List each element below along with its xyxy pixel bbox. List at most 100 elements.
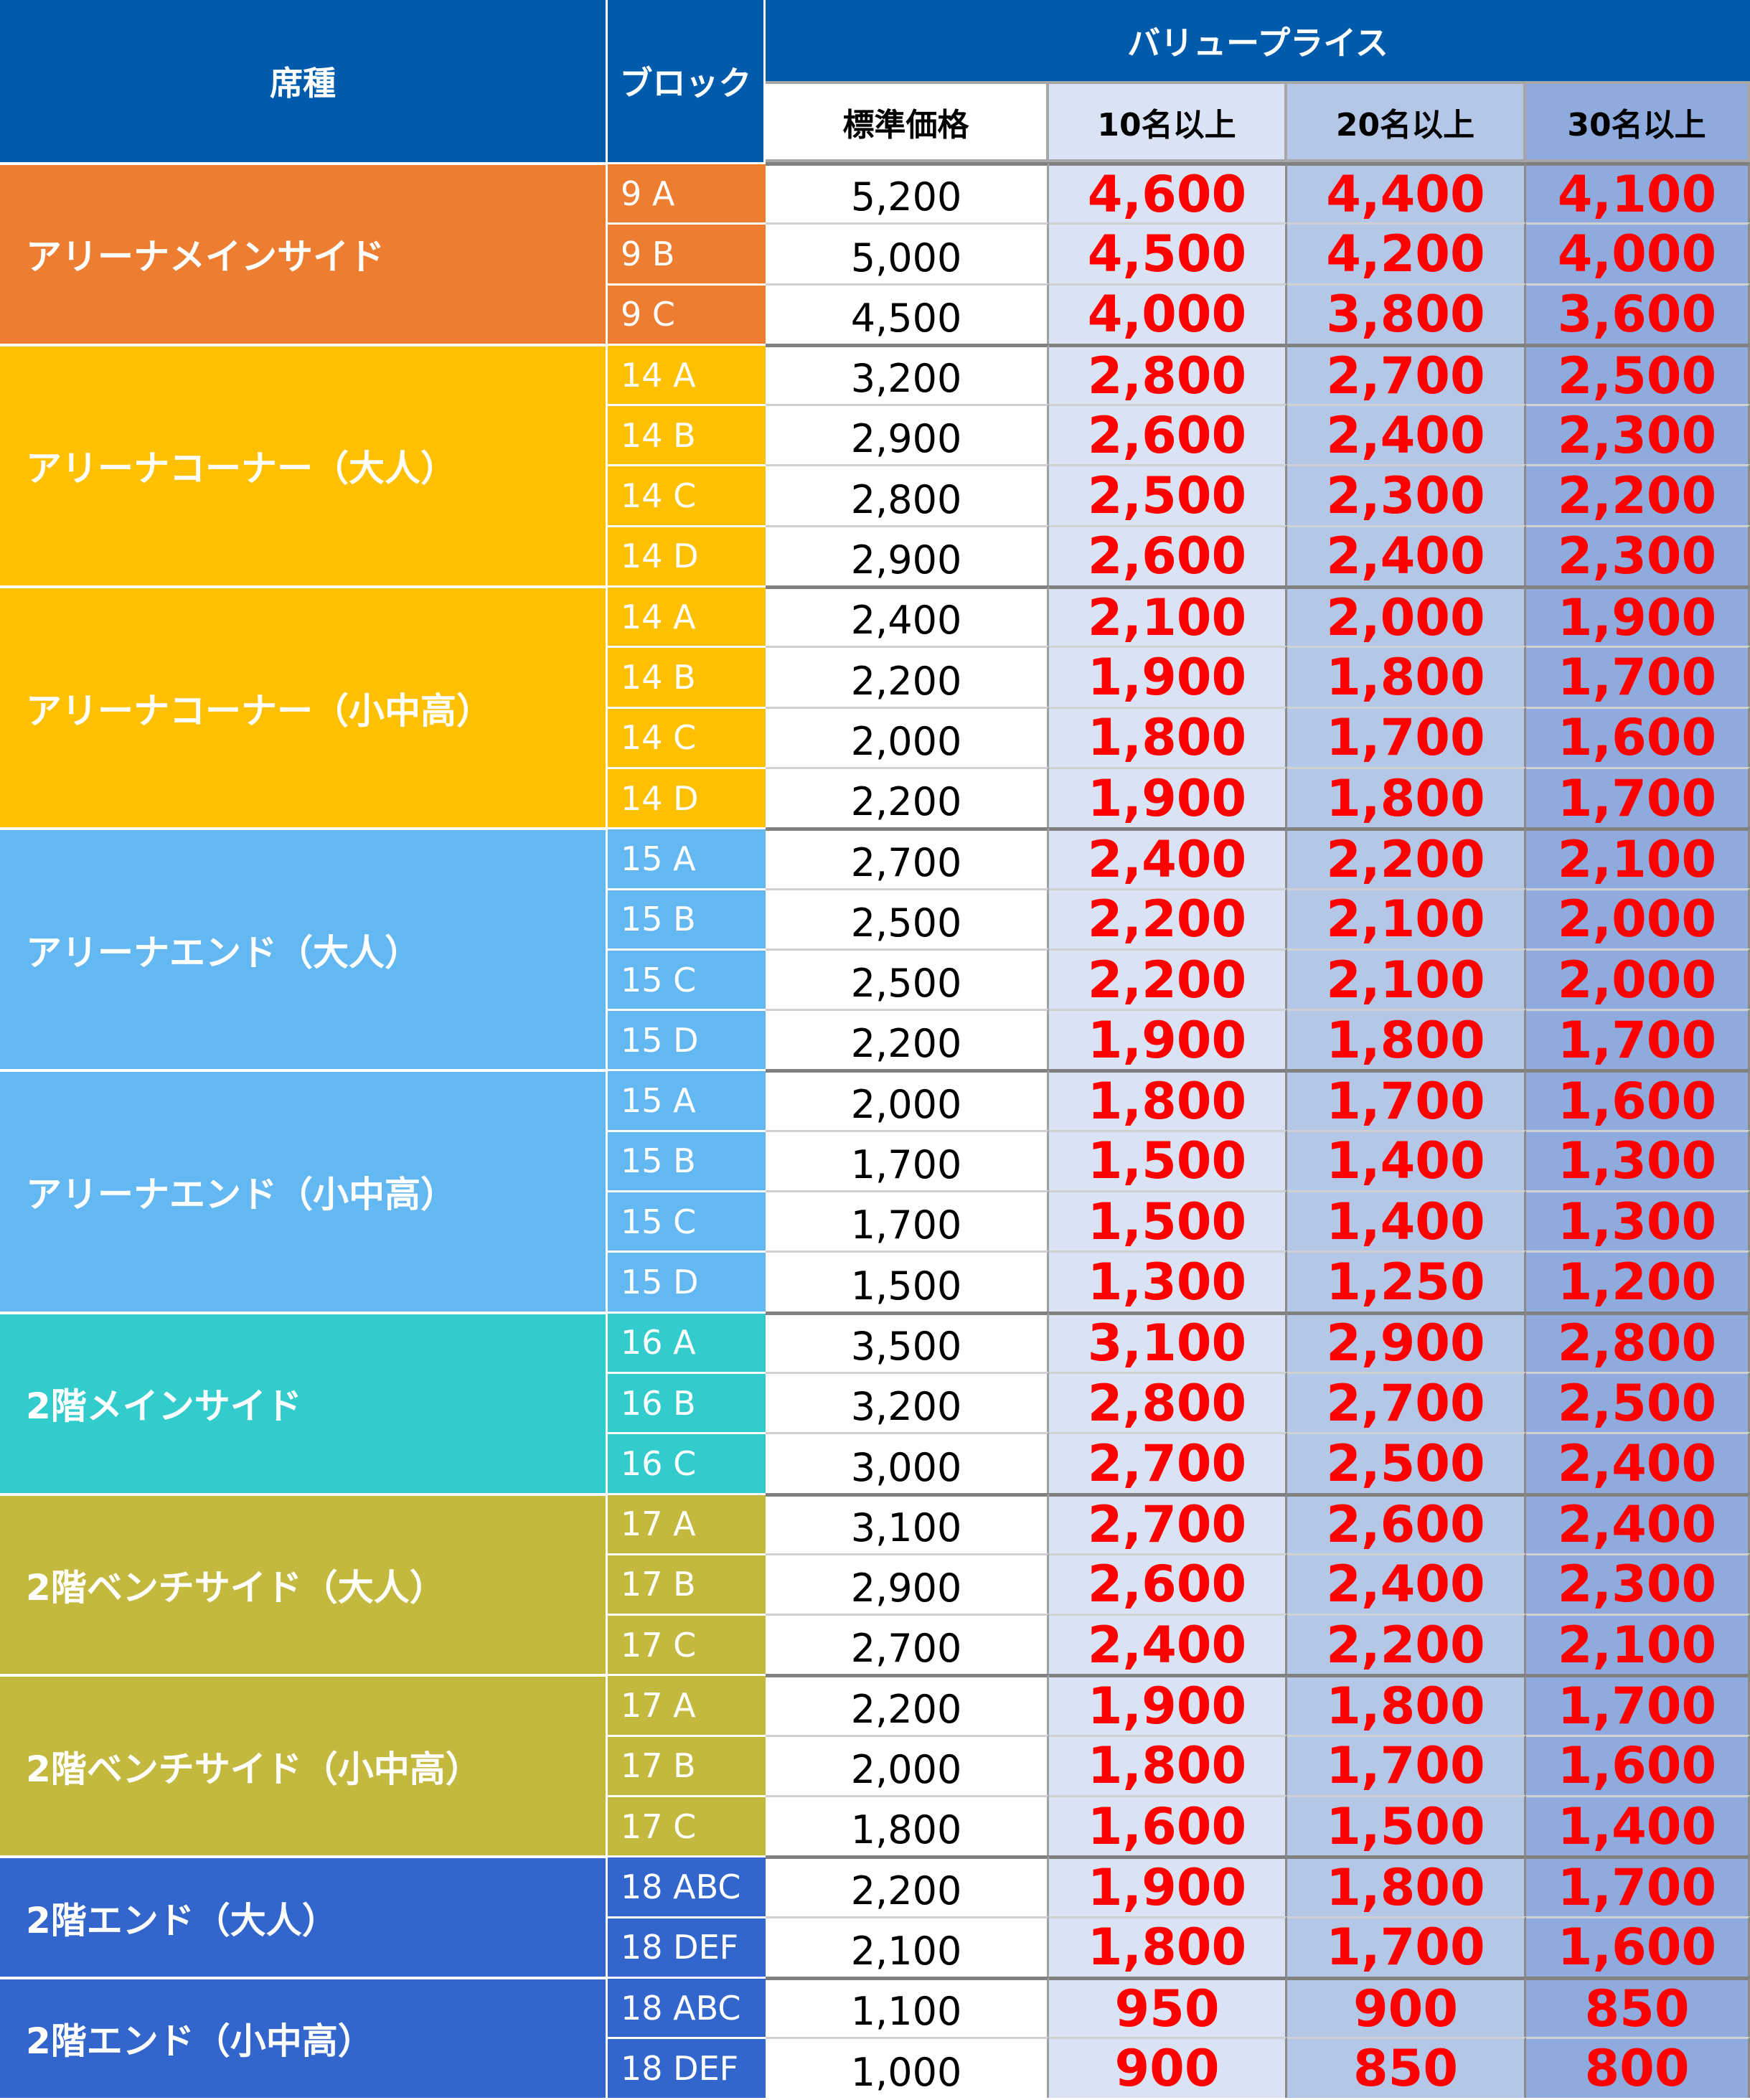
block-cell: 15 A: [608, 1069, 766, 1130]
block-cell: 16 C: [608, 1432, 766, 1493]
standard-price-cell: 1,800: [766, 1795, 1049, 1856]
standard-price-cell: 1,700: [766, 1190, 1049, 1251]
price-30-cell: 2,100: [1526, 827, 1750, 889]
price-30-cell: 2,000: [1526, 887, 1750, 948]
standard-price-cell: 4,500: [766, 283, 1049, 344]
price-30-cell: 1,600: [1526, 1069, 1750, 1131]
price-10-cell: 2,800: [1049, 1371, 1287, 1433]
price-30-cell: 1,600: [1526, 706, 1750, 767]
standard-price-cell: 1,100: [766, 1976, 1049, 2038]
block-cell: 15 B: [608, 1129, 766, 1191]
standard-price-cell: 2,500: [766, 948, 1049, 1009]
standard-price-cell: 2,000: [766, 1069, 1049, 1130]
standard-price-cell: 2,500: [766, 887, 1049, 948]
price-20-cell: 1,400: [1287, 1129, 1526, 1190]
header-block: ブロック: [608, 0, 766, 162]
standard-price-cell: 3,200: [766, 343, 1049, 405]
standard-price-cell: 2,200: [766, 646, 1049, 707]
header-tier-30: 30名以上: [1526, 81, 1750, 162]
price-10-cell: 1,300: [1049, 1251, 1287, 1312]
block-cell: 15 D: [608, 1251, 766, 1312]
standard-price-cell: 3,100: [766, 1492, 1049, 1553]
price-30-cell: 1,300: [1526, 1129, 1750, 1190]
price-30-cell: 850: [1526, 1976, 1750, 2038]
standard-price-cell: 2,800: [766, 464, 1049, 525]
price-20-cell: 2,400: [1287, 404, 1526, 465]
block-cell: 17 A: [608, 1492, 766, 1553]
price-20-cell: 1,500: [1287, 1795, 1526, 1856]
block-cell: 16 B: [608, 1371, 766, 1433]
price-30-cell: 1,700: [1526, 766, 1750, 828]
price-10-cell: 4,000: [1049, 283, 1287, 344]
price-30-cell: 3,600: [1526, 283, 1750, 344]
seat-group-label: アリーナコーナー（大人）: [0, 343, 608, 586]
price-10-cell: 3,100: [1049, 1311, 1287, 1372]
price-10-cell: 4,500: [1049, 222, 1287, 283]
header-value-price: バリュープライス: [766, 0, 1750, 81]
block-cell: 14 C: [608, 464, 766, 525]
standard-price-cell: 2,200: [766, 1855, 1049, 1916]
price-10-cell: 1,900: [1049, 1009, 1287, 1070]
price-20-cell: 1,800: [1287, 1674, 1526, 1736]
price-10-cell: 2,800: [1049, 343, 1287, 405]
price-10-cell: 2,600: [1049, 524, 1287, 585]
price-30-cell: 1,700: [1526, 1009, 1750, 1070]
price-20-cell: 2,700: [1287, 1371, 1526, 1433]
block-cell: 17 B: [608, 1734, 766, 1796]
standard-price-cell: 2,100: [766, 1916, 1049, 1977]
price-10-cell: 950: [1049, 1976, 1287, 2038]
price-10-cell: 2,600: [1049, 1553, 1287, 1614]
price-20-cell: 1,700: [1287, 1916, 1526, 1977]
price-10-cell: 2,500: [1049, 464, 1287, 525]
price-30-cell: 2,300: [1526, 404, 1750, 465]
price-30-cell: 800: [1526, 2037, 1750, 2098]
standard-price-cell: 1,500: [766, 1251, 1049, 1312]
standard-price-cell: 3,500: [766, 1311, 1049, 1372]
seat-group-label: 2階エンド（小中高）: [0, 1976, 608, 2098]
block-cell: 17 C: [608, 1614, 766, 1675]
price-10-cell: 1,900: [1049, 646, 1287, 707]
price-20-cell: 2,900: [1287, 1311, 1526, 1372]
price-30-cell: 1,700: [1526, 646, 1750, 707]
seat-group-label: 2階ベンチサイド（大人）: [0, 1492, 608, 1675]
standard-price-cell: 1,700: [766, 1129, 1049, 1191]
price-30-cell: 1,300: [1526, 1190, 1750, 1251]
price-20-cell: 1,800: [1287, 1009, 1526, 1070]
price-20-cell: 1,800: [1287, 1855, 1526, 1917]
price-20-cell: 2,200: [1287, 827, 1526, 889]
price-10-cell: 1,500: [1049, 1129, 1287, 1190]
price-30-cell: 1,400: [1526, 1795, 1750, 1856]
block-cell: 9 C: [608, 283, 766, 344]
block-cell: 9 A: [608, 162, 766, 223]
price-10-cell: 1,800: [1049, 1069, 1287, 1131]
standard-price-cell: 5,000: [766, 222, 1049, 283]
price-10-cell: 2,700: [1049, 1432, 1287, 1493]
price-20-cell: 1,250: [1287, 1251, 1526, 1312]
price-10-cell: 1,800: [1049, 706, 1287, 767]
price-30-cell: 1,200: [1526, 1251, 1750, 1312]
standard-price-cell: 2,200: [766, 766, 1049, 828]
block-cell: 15 D: [608, 1009, 766, 1070]
standard-price-cell: 2,700: [766, 1614, 1049, 1675]
price-10-cell: 2,200: [1049, 887, 1287, 948]
price-20-cell: 2,100: [1287, 948, 1526, 1009]
header-tier-10: 10名以上: [1049, 81, 1287, 162]
price-10-cell: 2,400: [1049, 827, 1287, 889]
price-30-cell: 2,500: [1526, 343, 1750, 405]
block-cell: 14 A: [608, 343, 766, 405]
price-20-cell: 4,200: [1287, 222, 1526, 283]
seat-group-label: アリーナエンド（大人）: [0, 827, 608, 1070]
price-10-cell: 2,600: [1049, 404, 1287, 465]
block-cell: 15 C: [608, 1190, 766, 1251]
standard-price-cell: 3,200: [766, 1371, 1049, 1433]
price-30-cell: 2,300: [1526, 524, 1750, 585]
seat-group-label: アリーナコーナー（小中高）: [0, 585, 608, 828]
price-20-cell: 2,600: [1287, 1492, 1526, 1554]
price-20-cell: 3,800: [1287, 283, 1526, 344]
price-20-cell: 1,700: [1287, 1069, 1526, 1131]
standard-price-cell: 2,200: [766, 1009, 1049, 1070]
price-30-cell: 1,600: [1526, 1734, 1750, 1795]
price-10-cell: 1,800: [1049, 1916, 1287, 1977]
price-20-cell: 900: [1287, 1976, 1526, 2038]
price-30-cell: 2,100: [1526, 1614, 1750, 1675]
